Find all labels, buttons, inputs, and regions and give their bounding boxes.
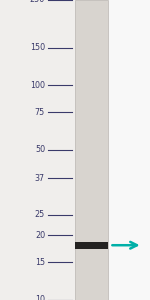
Text: 15: 15 xyxy=(35,258,45,267)
Text: 20: 20 xyxy=(35,231,45,240)
Text: 50: 50 xyxy=(35,146,45,154)
Text: 250: 250 xyxy=(30,0,45,4)
Text: 100: 100 xyxy=(30,81,45,90)
Text: 150: 150 xyxy=(30,43,45,52)
Text: 10: 10 xyxy=(35,296,45,300)
Text: 25: 25 xyxy=(35,210,45,219)
Bar xyxy=(75,0,108,300)
Bar xyxy=(108,0,150,300)
Bar xyxy=(0,0,75,300)
Bar xyxy=(75,242,108,248)
Text: 37: 37 xyxy=(35,174,45,183)
Text: 75: 75 xyxy=(35,108,45,117)
